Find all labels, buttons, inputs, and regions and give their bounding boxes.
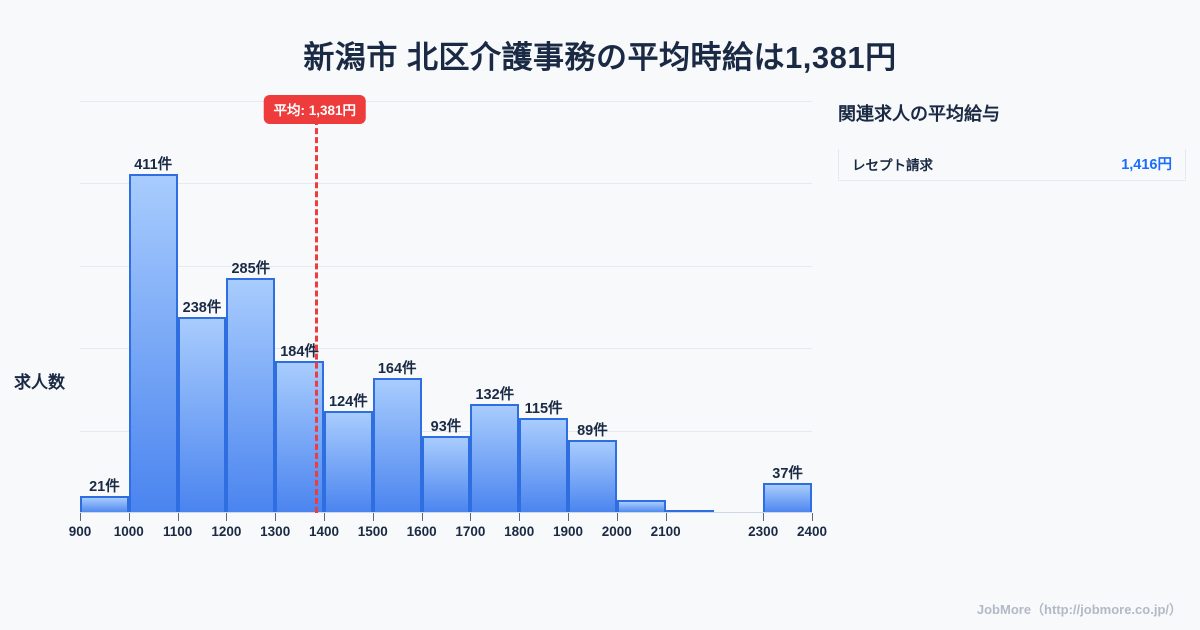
bar-value-label: 238件 (182, 299, 222, 316)
footer-attribution: JobMore（http://jobmore.co.jp/） (976, 602, 1182, 617)
gridline (80, 265, 812, 267)
bar-value-label: 37件 (772, 465, 803, 482)
x-axis-tick-label: 2400 (796, 524, 828, 539)
histogram-bar[interactable] (421, 436, 471, 513)
x-axis-tick-label: 1800 (504, 524, 535, 539)
x-axis-line (80, 512, 812, 513)
x-axis-tick (372, 513, 374, 521)
bar-value-label: 184件 (280, 344, 319, 361)
x-axis-tick-label: 1200 (211, 524, 242, 539)
x-axis-tick-label: 1700 (455, 524, 486, 539)
x-axis-tick-label: 1400 (308, 524, 340, 539)
histogram-bar[interactable] (568, 439, 617, 513)
x-axis-tick (665, 513, 667, 521)
histogram-chart: 求人数 21件 411件 238件 285件 184件 124件 164件 93件 132件 11… (0, 90, 830, 590)
gridline (80, 183, 812, 185)
x-axis-tick (812, 513, 813, 521)
gridline (80, 430, 812, 432)
histogram-bar[interactable] (372, 377, 422, 513)
histogram-bar[interactable] (177, 316, 227, 513)
gridline (80, 101, 812, 102)
x-axis-tick (568, 513, 569, 521)
bar-value-label: 132件 (475, 387, 515, 404)
x-axis-tick (519, 513, 521, 521)
histogram-bar[interactable] (616, 499, 666, 513)
x-axis-tick (324, 513, 325, 521)
x-axis-tick-label: 2300 (748, 524, 779, 539)
histogram-bar[interactable] (519, 418, 568, 513)
y-axis-label: 求人数 (14, 373, 65, 392)
bar-value-label: 164件 (377, 360, 417, 377)
average-badge: 平均: 1,381円 (263, 95, 366, 124)
plot-area: 21件 411件 238件 285件 184件 124件 164件 93件 132件 115件 89… (69, 95, 827, 539)
histogram-bar[interactable] (324, 410, 373, 513)
x-axis-tick-label: 1300 (260, 524, 291, 539)
bar-value-label: 285件 (231, 261, 271, 278)
related-salary-list: レセプト請求 1,416円 (838, 147, 1186, 181)
histogram-bar[interactable] (80, 495, 129, 513)
salary-row[interactable]: レセプト請求 1,416円 (838, 147, 1186, 181)
x-axis-tick-label: 2100 (650, 524, 681, 539)
x-axis-tick-label: 2000 (601, 524, 632, 539)
histogram-bar[interactable] (763, 482, 812, 513)
x-axis-tick-label: 1600 (406, 524, 437, 539)
histogram-bar[interactable] (226, 278, 276, 513)
related-salary-panel: 関連求人の平均給与 レセプト請求 1,416円 (838, 100, 1186, 181)
x-axis-tick-label: 1000 (113, 524, 144, 539)
x-axis-tick-label: 900 (68, 524, 92, 539)
bar-value-label: 115件 (524, 401, 563, 418)
histogram-bar[interactable] (665, 510, 715, 513)
x-axis-tick (470, 513, 472, 521)
x-axis-tick-label: 1900 (552, 524, 584, 539)
x-axis-tick (616, 513, 618, 521)
x-axis-tick (128, 513, 130, 521)
salary-row-value: 1,416円 (1121, 157, 1172, 173)
histogram-bar[interactable] (128, 174, 178, 513)
average-line (314, 101, 318, 513)
x-axis-tick (421, 513, 423, 521)
x-axis-tick-label: 1100 (162, 524, 193, 539)
x-axis-tick-label: 1500 (357, 524, 388, 539)
x-axis-tick (763, 513, 765, 521)
related-salary-heading: 関連求人の平均給与 (838, 104, 1000, 124)
bar-value-label: 93件 (430, 419, 462, 436)
histogram-bar[interactable] (470, 404, 520, 513)
x-axis-tick (226, 513, 228, 521)
bar-value-label: 411件 (134, 157, 173, 174)
gridline (80, 348, 812, 350)
bar-value-label: 124件 (329, 393, 368, 410)
x-axis-tick (80, 513, 81, 521)
salary-row-name: レセプト請求 (852, 157, 933, 173)
bar-value-label: 89件 (577, 422, 608, 439)
page-title: 新潟市 北区介護事務の平均時給は1,381円 (303, 40, 897, 75)
x-axis-tick (177, 513, 179, 521)
x-axis-tick (275, 513, 277, 521)
bar-value-label: 21件 (89, 478, 120, 495)
